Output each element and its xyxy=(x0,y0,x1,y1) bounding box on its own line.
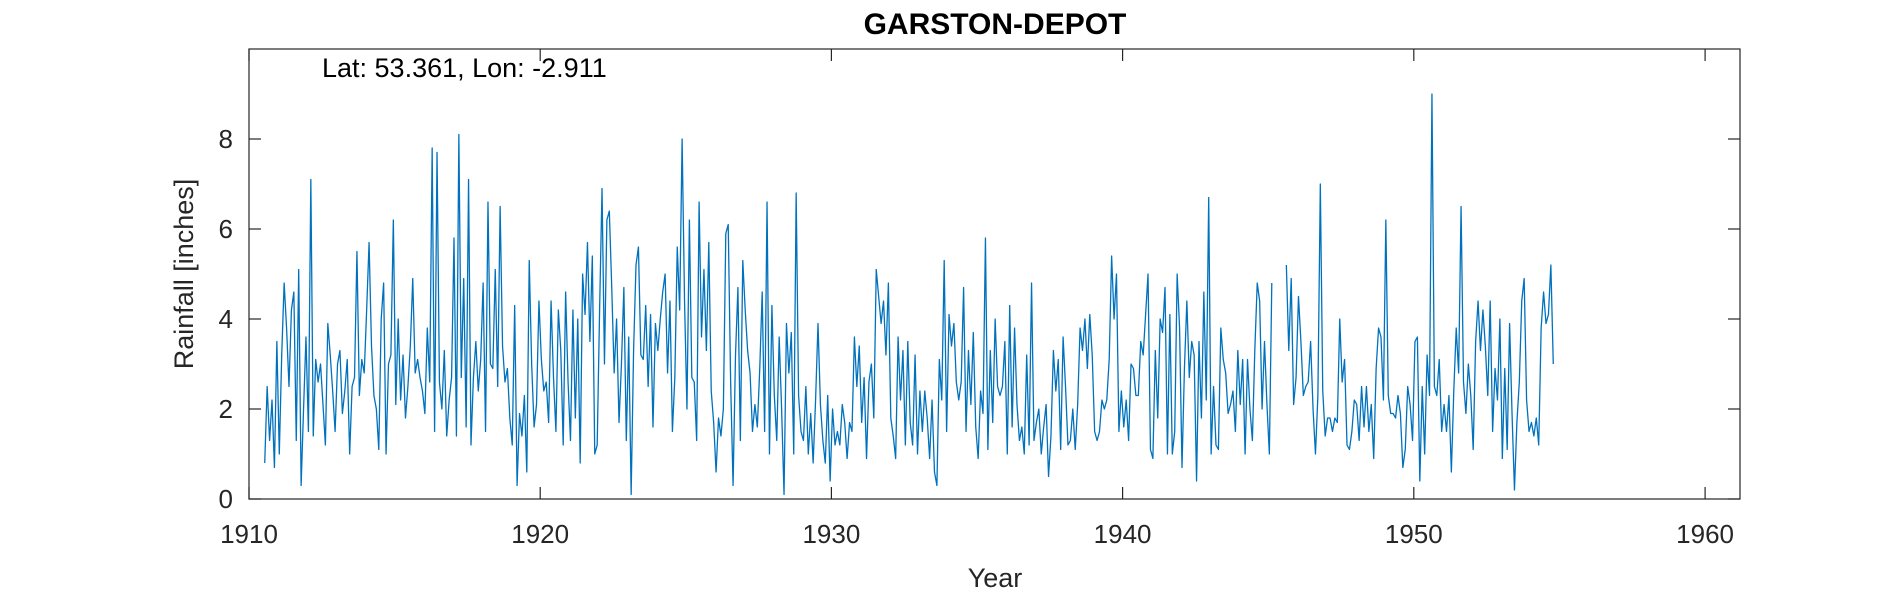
x-tick-label: 1960 xyxy=(1676,519,1734,549)
x-tick-label: 1930 xyxy=(802,519,860,549)
plot-area xyxy=(248,48,1741,500)
location-annotation: Lat: 53.361, Lon: -2.911 xyxy=(322,53,607,83)
axis-ticks: 1910 1920 1930 1940 1950 1960 0 2 4 6 8 xyxy=(219,49,1740,549)
y-tick-label: 6 xyxy=(219,214,233,244)
y-tick-label: 0 xyxy=(219,484,233,514)
x-tick-label: 1950 xyxy=(1385,519,1443,549)
x-tick-label: 1910 xyxy=(220,519,278,549)
y-tick-label: 4 xyxy=(219,304,233,334)
y-axis-label: Rainfall [inches] xyxy=(169,179,199,370)
rainfall-series-line xyxy=(264,93,1554,496)
chart-title: GARSTON-DEPOT xyxy=(864,8,1127,41)
x-tick-label: 1920 xyxy=(511,519,569,549)
x-axis-label: Year xyxy=(968,563,1023,591)
y-tick-label: 2 xyxy=(219,394,233,424)
x-tick-label: 1940 xyxy=(1094,519,1152,549)
y-tick-label: 8 xyxy=(219,124,233,154)
